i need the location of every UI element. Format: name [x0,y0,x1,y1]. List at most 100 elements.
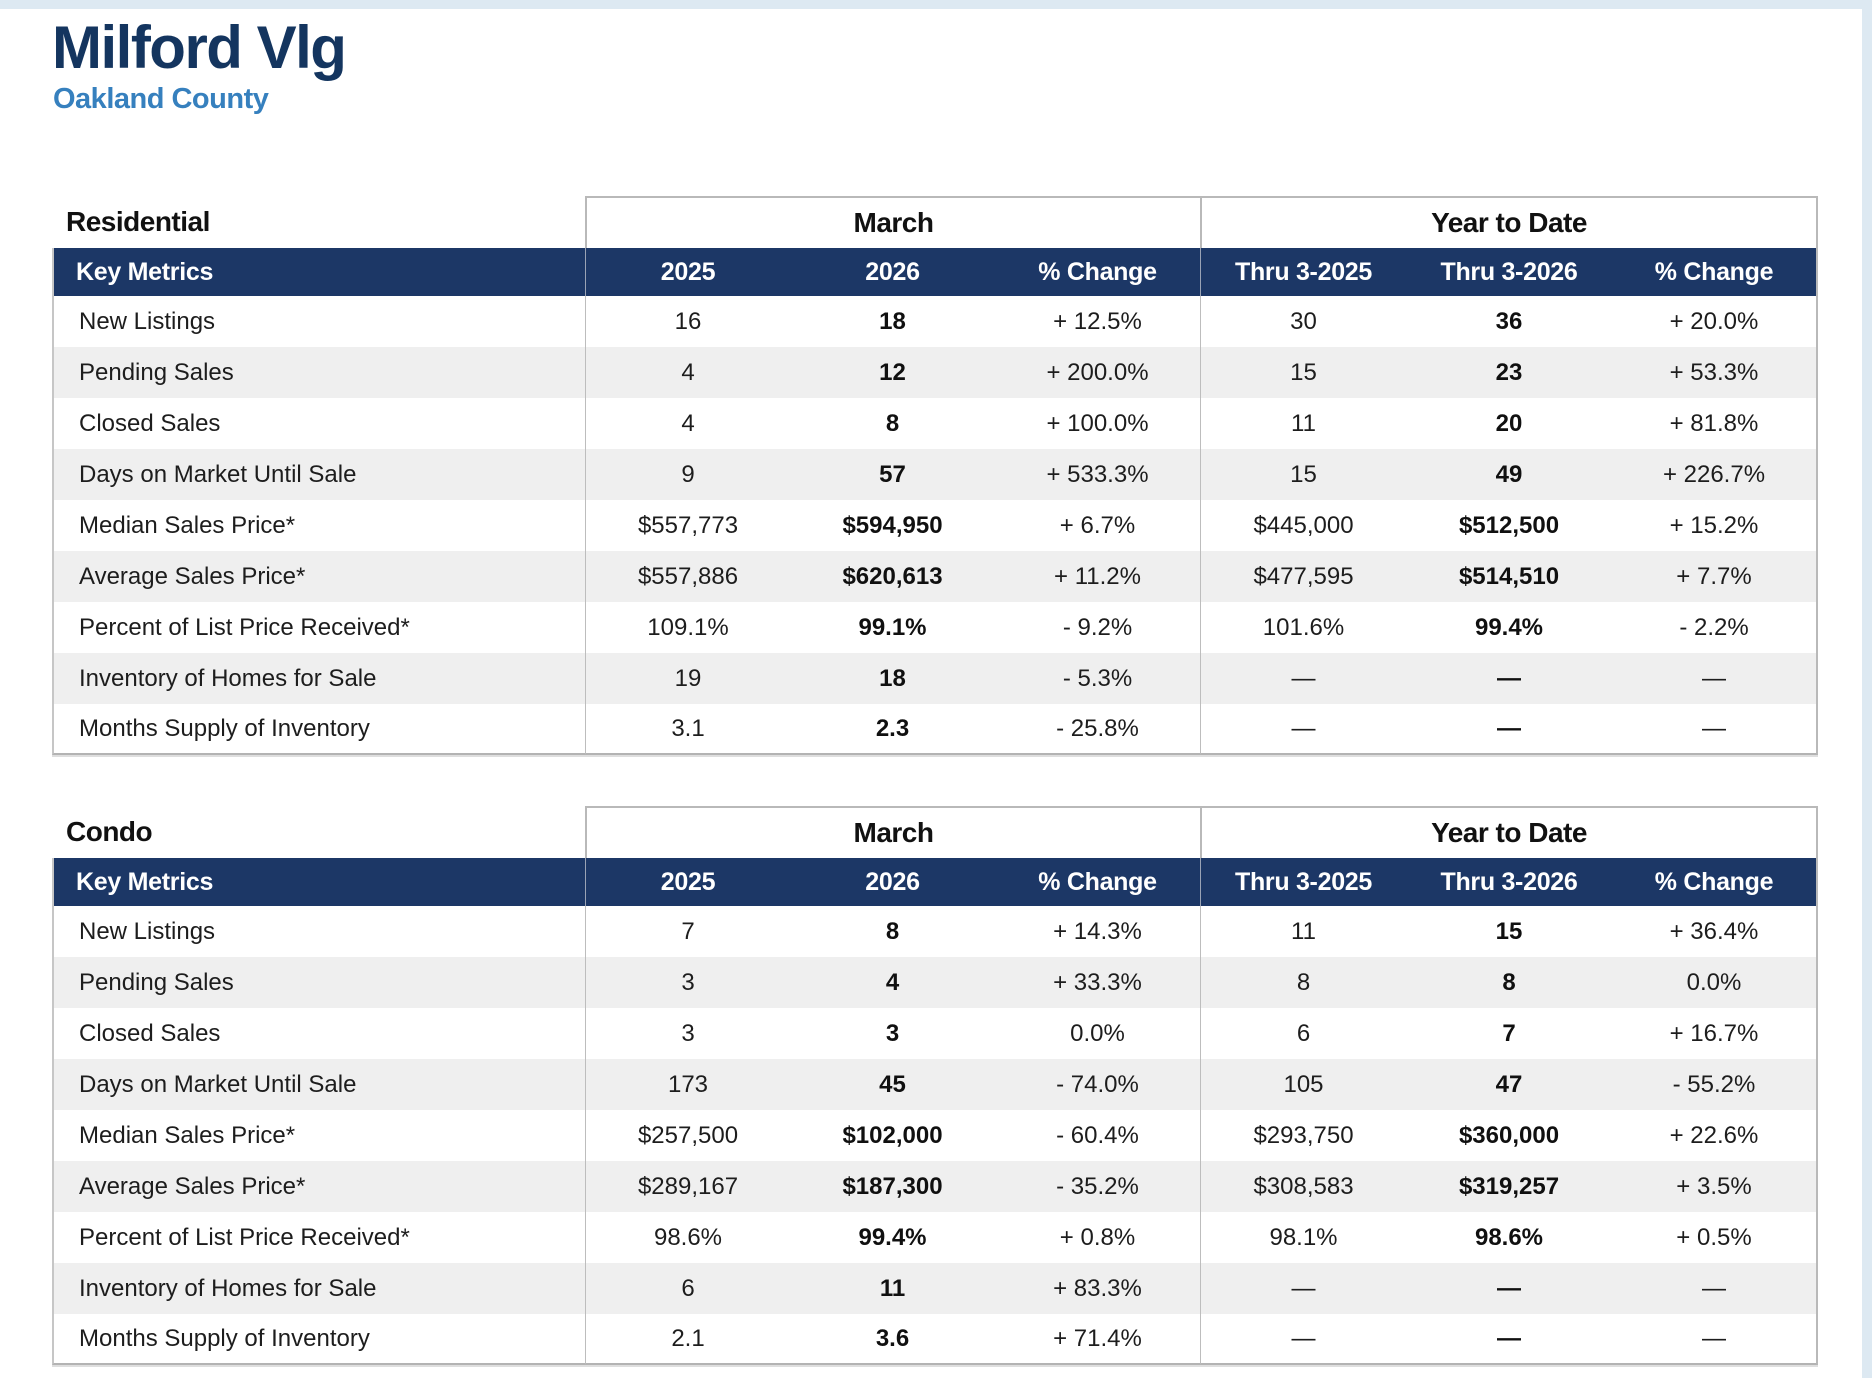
metric-value: 8 [1200,957,1406,1008]
metric-label: Closed Sales [52,398,585,449]
metric-value: 18 [790,296,995,347]
metric-value: + 33.3% [995,957,1200,1008]
metric-value: 3.1 [585,704,790,755]
metric-value: + 200.0% [995,347,1200,398]
metric-value: 16 [585,296,790,347]
metric-value: 57 [790,449,995,500]
metric-label: Days on Market Until Sale [52,449,585,500]
top-edge-strip [0,0,1872,9]
metric-value: $557,886 [585,551,790,602]
metric-value: $289,167 [585,1161,790,1212]
metric-value: 3 [585,1008,790,1059]
metric-label: Median Sales Price* [52,500,585,551]
metric-value: 2.3 [790,704,995,755]
metric-value: + 7.7% [1612,551,1818,602]
metric-value: 98.6% [585,1212,790,1263]
metric-value: — [1406,653,1612,704]
metric-value: 2.1 [585,1314,790,1365]
metric-value: + 0.5% [1612,1212,1818,1263]
metric-value: 23 [1406,347,1612,398]
metric-value: + 16.7% [1612,1008,1818,1059]
metric-value: — [1612,1263,1818,1314]
column-header-pct-change-march: % Change [995,858,1200,906]
metric-value: 15 [1200,347,1406,398]
metric-value: + 100.0% [995,398,1200,449]
metric-value: 19 [585,653,790,704]
group-header-year-to-date: Year to Date [1200,806,1818,858]
metric-value: 173 [585,1059,790,1110]
metric-value: 49 [1406,449,1612,500]
column-header-2025: 2025 [585,248,790,296]
group-header-year-to-date: Year to Date [1200,196,1818,248]
metric-value: - 55.2% [1612,1059,1818,1110]
metric-value: 45 [790,1059,995,1110]
metric-value: + 226.7% [1612,449,1818,500]
metric-label: Days on Market Until Sale [52,1059,585,1110]
metric-label: Inventory of Homes for Sale [52,653,585,704]
metric-value: — [1200,1314,1406,1365]
metric-value: $620,613 [790,551,995,602]
metric-value: 99.4% [790,1212,995,1263]
metric-label: Average Sales Price* [52,551,585,602]
column-header-2026: 2026 [790,858,995,906]
group-header-march: March [585,196,1200,248]
metric-value: + 11.2% [995,551,1200,602]
metric-value: $445,000 [1200,500,1406,551]
metric-value: - 9.2% [995,602,1200,653]
metric-value: 7 [585,906,790,957]
metric-value: 9 [585,449,790,500]
metric-value: 11 [1200,398,1406,449]
column-header-2026: 2026 [790,248,995,296]
metric-value: - 74.0% [995,1059,1200,1110]
metric-value: — [1200,1263,1406,1314]
metric-value: — [1406,1263,1612,1314]
metric-value: 105 [1200,1059,1406,1110]
metric-value: + 22.6% [1612,1110,1818,1161]
metric-value: — [1612,704,1818,755]
metric-value: + 3.5% [1612,1161,1818,1212]
metric-value: 36 [1406,296,1612,347]
metric-label: Closed Sales [52,1008,585,1059]
page-title: Milford Vlg [52,14,347,81]
metric-value: 99.4% [1406,602,1612,653]
column-header-thru-3-2025: Thru 3-2025 [1200,858,1406,906]
metric-label: Pending Sales [52,957,585,1008]
metric-value: + 0.8% [995,1212,1200,1263]
metric-label: Average Sales Price* [52,1161,585,1212]
metric-label: Months Supply of Inventory [52,1314,585,1365]
metric-value: 3 [790,1008,995,1059]
residential-metrics-table: Residential March Year to Date Key Metri… [52,196,1818,755]
metric-value: 4 [790,957,995,1008]
metric-value: + 53.3% [1612,347,1818,398]
metric-label: New Listings [52,296,585,347]
metric-value: 4 [585,347,790,398]
metric-value: + 20.0% [1612,296,1818,347]
right-edge-strip [1862,0,1872,1378]
metric-value: $257,500 [585,1110,790,1161]
metric-value: $477,595 [1200,551,1406,602]
section-title: Residential [52,196,585,248]
metric-value: + 12.5% [995,296,1200,347]
metric-value: — [1406,704,1612,755]
metric-value: 98.6% [1406,1212,1612,1263]
column-header-pct-change-ytd: % Change [1612,248,1818,296]
metric-value: 99.1% [790,602,995,653]
metric-value: - 35.2% [995,1161,1200,1212]
metric-value: 47 [1406,1059,1612,1110]
metric-value: — [1200,704,1406,755]
metric-value: 6 [585,1263,790,1314]
metric-value: 4 [585,398,790,449]
metric-label: New Listings [52,906,585,957]
metric-value: + 71.4% [995,1314,1200,1365]
metric-value: 15 [1406,906,1612,957]
metric-value: - 25.8% [995,704,1200,755]
column-header-thru-3-2026: Thru 3-2026 [1406,858,1612,906]
metric-value: — [1200,653,1406,704]
metric-value: 8 [1406,957,1612,1008]
metric-label: Inventory of Homes for Sale [52,1263,585,1314]
metric-value: + 15.2% [1612,500,1818,551]
metric-label: Percent of List Price Received* [52,1212,585,1263]
section-title: Condo [52,806,585,858]
metric-value: + 81.8% [1612,398,1818,449]
metric-value: $514,510 [1406,551,1612,602]
